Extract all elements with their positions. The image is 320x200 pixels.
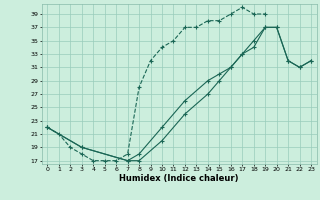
- X-axis label: Humidex (Indice chaleur): Humidex (Indice chaleur): [119, 174, 239, 183]
